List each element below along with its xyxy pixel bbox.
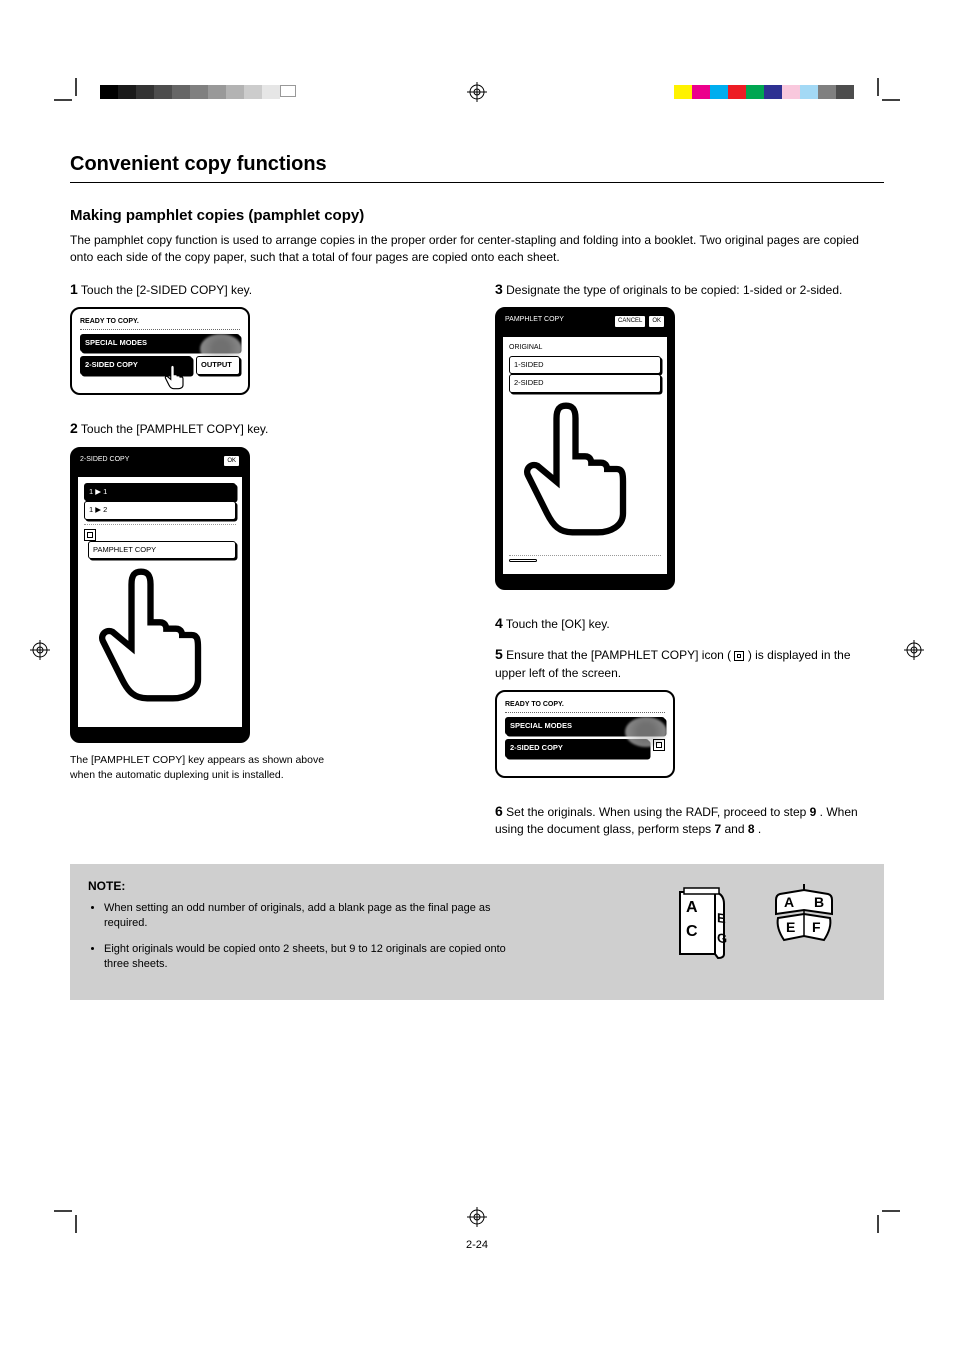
step-6d: 7	[714, 822, 721, 836]
step-6-number: 6	[495, 803, 503, 819]
section-header: Convenient copy functions	[70, 150, 884, 183]
page-number: 2-24	[466, 1238, 488, 1253]
crop-mark-top-left	[54, 78, 84, 108]
lcd5-title: READY TO COPY.	[505, 700, 665, 713]
step-6f: 8	[748, 822, 755, 836]
pamphlet-icon	[653, 739, 665, 751]
pamphlet-copy-button[interactable]: PAMPHLET COPY	[88, 541, 236, 560]
svg-text:B: B	[814, 894, 824, 910]
registration-mark-right	[904, 640, 924, 660]
one-sided-button[interactable]: 1-SIDED	[509, 356, 661, 375]
panel2-caption: The [PAMPHLET COPY] key appears as shown…	[70, 753, 350, 782]
svg-text:F: F	[812, 919, 821, 935]
registration-mark-top	[467, 82, 487, 102]
pamphlet-icon-inline	[734, 651, 744, 661]
registration-mark-left	[30, 640, 50, 660]
lcd3-header: PAMPHLET COPY	[505, 315, 564, 327]
step-6b: 9	[810, 805, 817, 819]
pointer-hand-icon	[509, 393, 661, 545]
step-5-text-a: Ensure that the [PAMPHLET COPY] icon (	[506, 648, 731, 662]
svg-text:E: E	[786, 919, 795, 935]
step-2-text: Touch the [PAMPHLET COPY] key.	[81, 422, 268, 436]
one-to-two-button[interactable]: 1 ▶ 2	[84, 501, 236, 520]
note-box: NOTE: When setting an odd number of orig…	[70, 864, 884, 1000]
intro-text: The pamphlet copy function is used to ar…	[70, 232, 884, 266]
svg-text:A: A	[686, 899, 698, 916]
booklet-icon: A B E F	[774, 884, 854, 964]
lcd-panel-1: READY TO COPY. SPECIAL MODES 2-SIDED COP…	[70, 307, 250, 395]
crop-mark-bottom-left	[54, 1203, 84, 1233]
crop-mark-top-right	[870, 78, 900, 108]
original-label: ORIGINAL	[509, 343, 661, 353]
step-2-number: 2	[70, 420, 78, 436]
step-4-number: 4	[495, 615, 503, 631]
note-bullet-1: When setting an odd number of originals,…	[104, 901, 524, 932]
step-6e: and	[724, 822, 747, 836]
greyscale-bar	[100, 85, 296, 99]
step-1-number: 1	[70, 281, 78, 297]
two-sided-copy-button[interactable]: 2-SIDED COPY	[505, 739, 649, 758]
output-button[interactable]: OUTPUT	[196, 356, 240, 375]
lcd2-header: 2-SIDED COPY	[80, 455, 129, 467]
pointer-hand-icon	[84, 559, 236, 711]
left-column: 1 Touch the [2-SIDED COPY] key. READY TO…	[70, 280, 459, 846]
pointer-hand-icon	[162, 363, 190, 391]
subtitle: Making pamphlet copies (pamphlet copy)	[70, 205, 884, 226]
one-to-one-button[interactable]: 1 ▶ 1	[84, 483, 236, 502]
section-title: Convenient copy functions	[70, 153, 327, 175]
step-3-number: 3	[495, 281, 503, 297]
crop-mark-bottom-right	[870, 1203, 900, 1233]
note-illustrations: A C E G A B E F	[674, 884, 854, 964]
registration-mark-bottom	[467, 1207, 487, 1227]
step-6a: Set the originals. When using the RADF, …	[506, 805, 810, 819]
two-sided-button[interactable]: 2-SIDED	[509, 374, 661, 393]
lcd-panel-3: PAMPHLET COPY CANCEL OK ORIGINAL 1-SIDED…	[495, 307, 675, 590]
ok-button[interactable]: OK	[648, 315, 665, 327]
step-3-text: Designate the type of originals to be co…	[506, 283, 842, 297]
right-column: 3 Designate the type of originals to be …	[495, 280, 884, 846]
step-5-number: 5	[495, 646, 503, 662]
lcd-panel-2: 2-SIDED COPY OK 1 ▶ 1 1 ▶ 2 PAMPHLET COP…	[70, 447, 250, 744]
svg-text:E: E	[717, 910, 726, 926]
lcd-panel-5: READY TO COPY. SPECIAL MODES 2-SIDED COP…	[495, 690, 675, 778]
lcd1-title: READY TO COPY.	[80, 317, 240, 330]
svg-text:C: C	[686, 923, 698, 940]
color-bar	[674, 85, 854, 99]
svg-text:A: A	[784, 894, 794, 910]
step-1-text: Touch the [2-SIDED COPY] key.	[81, 283, 252, 297]
step-6g: .	[758, 822, 761, 836]
svg-text:G: G	[717, 930, 727, 946]
ok-button[interactable]: OK	[223, 455, 240, 467]
step-4-text: Touch the [OK] key.	[506, 617, 610, 631]
pamphlet-icon	[84, 529, 96, 541]
originals-stack-icon: A C E G	[674, 884, 744, 964]
note-bullet-2: Eight originals would be copied onto 2 s…	[104, 942, 524, 973]
cancel-button[interactable]: CANCEL	[614, 315, 646, 327]
